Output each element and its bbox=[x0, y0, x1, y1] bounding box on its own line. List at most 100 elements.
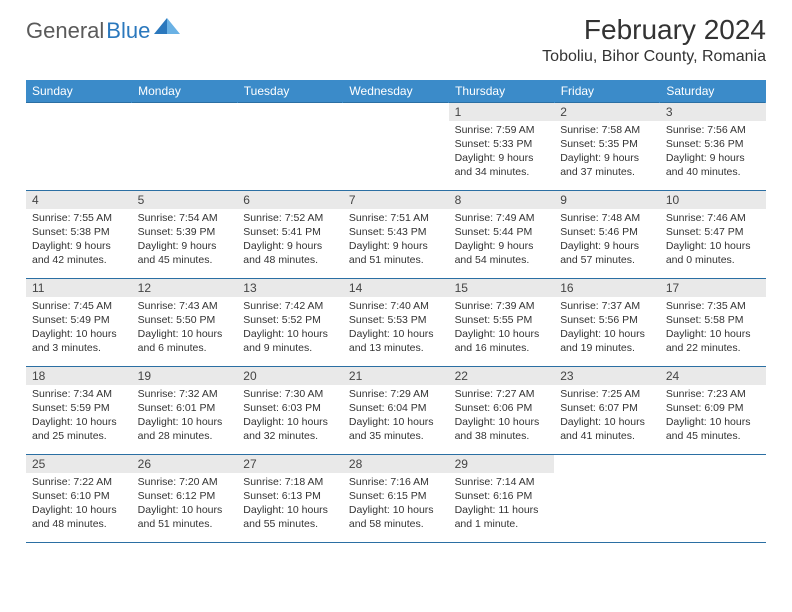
sunrise-text: Sunrise: 7:37 AM bbox=[560, 300, 654, 314]
calendar-day-cell: 1Sunrise: 7:59 AMSunset: 5:33 PMDaylight… bbox=[449, 103, 555, 191]
calendar-day-cell bbox=[343, 103, 449, 191]
day-number: 22 bbox=[449, 367, 555, 385]
day-number: 20 bbox=[237, 367, 343, 385]
brand-logo: General Blue bbox=[26, 18, 180, 44]
day-number: 10 bbox=[660, 191, 766, 209]
calendar-day-cell bbox=[237, 103, 343, 191]
calendar-day-cell: 15Sunrise: 7:39 AMSunset: 5:55 PMDayligh… bbox=[449, 279, 555, 367]
sunrise-text: Sunrise: 7:55 AM bbox=[32, 212, 126, 226]
day-details: Sunrise: 7:20 AMSunset: 6:12 PMDaylight:… bbox=[132, 473, 238, 534]
day-number: 16 bbox=[554, 279, 660, 297]
daylight-text: Daylight: 9 hours bbox=[455, 240, 549, 254]
calendar-day-cell: 16 Sunrise: 7:37 AMSunset: 5:56 PMDayligh… bbox=[554, 279, 660, 367]
calendar-day-cell: 14Sunrise: 7:40 AMSunset: 5:53 PMDayligh… bbox=[343, 279, 449, 367]
calendar-day-cell: 8Sunrise: 7:49 AMSunset: 5:44 PMDaylight… bbox=[449, 191, 555, 279]
weekday-header: Sunday bbox=[26, 80, 132, 103]
daylight-text: Daylight: 11 hours bbox=[455, 504, 549, 518]
day-details: Sunrise: 7:30 AMSunset: 6:03 PMDaylight:… bbox=[237, 385, 343, 446]
calendar-table: Sunday Monday Tuesday Wednesday Thursday… bbox=[26, 80, 766, 543]
daylight-text: Daylight: 10 hours bbox=[666, 240, 760, 254]
sunrise-text: Sunrise: 7:52 AM bbox=[243, 212, 337, 226]
day-number: 1 bbox=[449, 103, 555, 121]
day-details: Sunrise: 7:49 AMSunset: 5:44 PMDaylight:… bbox=[449, 209, 555, 270]
page-header: General Blue February 2024 Toboliu, Biho… bbox=[26, 14, 766, 66]
daylight-text: and 19 minutes. bbox=[560, 342, 654, 356]
day-details: Sunrise: 7:39 AMSunset: 5:55 PMDaylight:… bbox=[449, 297, 555, 358]
day-number: 12 bbox=[132, 279, 238, 297]
daylight-text: Daylight: 10 hours bbox=[243, 416, 337, 430]
day-number: 19 bbox=[132, 367, 238, 385]
weekday-header: Friday bbox=[554, 80, 660, 103]
sunrise-text: Sunrise: 7:18 AM bbox=[243, 476, 337, 490]
daylight-text: Daylight: 10 hours bbox=[243, 504, 337, 518]
sunrise-text: Sunrise: 7:46 AM bbox=[666, 212, 760, 226]
day-number: 7 bbox=[343, 191, 449, 209]
calendar-day-cell: 23Sunrise: 7:25 AMSunset: 6:07 PMDayligh… bbox=[554, 367, 660, 455]
month-title: February 2024 bbox=[542, 14, 766, 46]
sunset-text: Sunset: 5:56 PM bbox=[560, 314, 654, 328]
weekday-header: Wednesday bbox=[343, 80, 449, 103]
daylight-text: and 1 minute. bbox=[455, 518, 549, 532]
day-details: Sunrise: 7:55 AMSunset: 5:38 PMDaylight:… bbox=[26, 209, 132, 270]
calendar-day-cell: 27Sunrise: 7:18 AMSunset: 6:13 PMDayligh… bbox=[237, 455, 343, 543]
day-details: Sunrise: 7:18 AMSunset: 6:13 PMDaylight:… bbox=[237, 473, 343, 534]
daylight-text: Daylight: 10 hours bbox=[138, 504, 232, 518]
sunset-text: Sunset: 6:13 PM bbox=[243, 490, 337, 504]
day-number: 28 bbox=[343, 455, 449, 473]
daylight-text: and 42 minutes. bbox=[32, 254, 126, 268]
daylight-text: Daylight: 10 hours bbox=[138, 416, 232, 430]
daylight-text: Daylight: 10 hours bbox=[349, 328, 443, 342]
calendar-day-cell: 21Sunrise: 7:29 AMSunset: 6:04 PMDayligh… bbox=[343, 367, 449, 455]
day-number: 11 bbox=[26, 279, 132, 297]
sunset-text: Sunset: 6:15 PM bbox=[349, 490, 443, 504]
calendar-day-cell: 2Sunrise: 7:58 AMSunset: 5:35 PMDaylight… bbox=[554, 103, 660, 191]
day-details: Sunrise: 7:25 AMSunset: 6:07 PMDaylight:… bbox=[554, 385, 660, 446]
sunrise-text: Sunrise: 7:14 AM bbox=[455, 476, 549, 490]
calendar-day-cell: 11Sunrise: 7:45 AMSunset: 5:49 PMDayligh… bbox=[26, 279, 132, 367]
sunset-text: Sunset: 6:10 PM bbox=[32, 490, 126, 504]
sunrise-text: Sunrise: 7:34 AM bbox=[32, 388, 126, 402]
day-details: Sunrise: 7:14 AMSunset: 6:16 PMDaylight:… bbox=[449, 473, 555, 534]
weekday-header: Thursday bbox=[449, 80, 555, 103]
daylight-text: Daylight: 10 hours bbox=[32, 416, 126, 430]
daylight-text: Daylight: 10 hours bbox=[32, 504, 126, 518]
daylight-text: Daylight: 9 hours bbox=[455, 152, 549, 166]
day-number: 8 bbox=[449, 191, 555, 209]
day-number: 9 bbox=[554, 191, 660, 209]
day-number: 21 bbox=[343, 367, 449, 385]
day-details: Sunrise: 7:58 AMSunset: 5:35 PMDaylight:… bbox=[554, 121, 660, 182]
calendar-day-cell: 4Sunrise: 7:55 AMSunset: 5:38 PMDaylight… bbox=[26, 191, 132, 279]
sunset-text: Sunset: 6:03 PM bbox=[243, 402, 337, 416]
daylight-text: Daylight: 10 hours bbox=[666, 416, 760, 430]
daylight-text: Daylight: 10 hours bbox=[560, 328, 654, 342]
day-number: 6 bbox=[237, 191, 343, 209]
daylight-text: and 51 minutes. bbox=[349, 254, 443, 268]
daylight-text: Daylight: 10 hours bbox=[243, 328, 337, 342]
calendar-day-cell: 19Sunrise: 7:32 AMSunset: 6:01 PMDayligh… bbox=[132, 367, 238, 455]
sunset-text: Sunset: 6:16 PM bbox=[455, 490, 549, 504]
daylight-text: Daylight: 9 hours bbox=[243, 240, 337, 254]
sunset-text: Sunset: 5:38 PM bbox=[32, 226, 126, 240]
day-details: Sunrise: 7:45 AMSunset: 5:49 PMDaylight:… bbox=[26, 297, 132, 358]
sunset-text: Sunset: 6:12 PM bbox=[138, 490, 232, 504]
daylight-text: Daylight: 9 hours bbox=[32, 240, 126, 254]
calendar-week-row: 18Sunrise: 7:34 AMSunset: 5:59 PMDayligh… bbox=[26, 367, 766, 455]
day-number: 4 bbox=[26, 191, 132, 209]
sunrise-text: Sunrise: 7:27 AM bbox=[455, 388, 549, 402]
calendar-week-row: 11Sunrise: 7:45 AMSunset: 5:49 PMDayligh… bbox=[26, 279, 766, 367]
sunset-text: Sunset: 6:01 PM bbox=[138, 402, 232, 416]
day-details: Sunrise: 7:40 AMSunset: 5:53 PMDaylight:… bbox=[343, 297, 449, 358]
calendar-week-row: 25Sunrise: 7:22 AMSunset: 6:10 PMDayligh… bbox=[26, 455, 766, 543]
daylight-text: and 55 minutes. bbox=[243, 518, 337, 532]
sunrise-text: Sunrise: 7:30 AM bbox=[243, 388, 337, 402]
daylight-text: Daylight: 9 hours bbox=[138, 240, 232, 254]
sunrise-text: Sunrise: 7:29 AM bbox=[349, 388, 443, 402]
sunrise-text: Sunrise: 7:39 AM bbox=[455, 300, 549, 314]
sunset-text: Sunset: 5:39 PM bbox=[138, 226, 232, 240]
day-details: Sunrise: 7:48 AMSunset: 5:46 PMDaylight:… bbox=[554, 209, 660, 270]
calendar-day-cell: 17Sunrise: 7:35 AMSunset: 5:58 PMDayligh… bbox=[660, 279, 766, 367]
sunset-text: Sunset: 6:04 PM bbox=[349, 402, 443, 416]
daylight-text: Daylight: 10 hours bbox=[32, 328, 126, 342]
sunrise-text: Sunrise: 7:22 AM bbox=[32, 476, 126, 490]
daylight-text: and 51 minutes. bbox=[138, 518, 232, 532]
